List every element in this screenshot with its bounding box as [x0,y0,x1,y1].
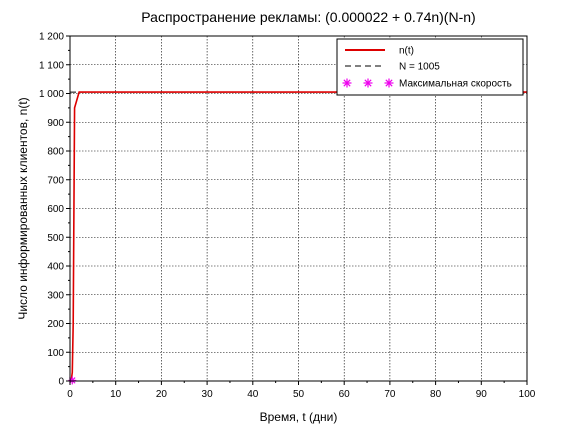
y-tick-label: 300 [47,290,64,301]
x-tick-label: 70 [384,389,396,400]
y-tick-label: 1 000 [39,89,64,100]
y-tick-label: 700 [47,175,64,186]
x-tick-label: 0 [67,389,73,400]
y-tick-label: 500 [47,233,64,244]
series-line-n-t [69,91,527,382]
legend-label-n-t: n(t) [399,46,414,57]
legend-marker-star [363,78,373,88]
x-tick-label: 20 [156,389,168,400]
y-tick-label: 1 200 [39,32,64,43]
y-tick-label: 900 [47,118,64,129]
x-axis-label: Время, t (дни) [260,410,338,424]
x-tick-label: 100 [519,389,536,400]
y-tick-label: 1 100 [39,60,64,71]
x-tick-label: 30 [202,389,214,400]
y-tick-label: 800 [47,147,64,158]
y-tick-label: 400 [47,262,64,273]
marker-stroke [364,79,372,87]
marker-stroke [385,79,393,87]
legend: n(t) N = 1005 Максимальная скорость [336,38,524,96]
x-tick-label: 40 [247,389,259,400]
max-rate-point [68,376,77,385]
y-tick-label: 100 [47,348,64,359]
x-tick-label: 10 [110,389,122,400]
x-tick-label: 80 [430,389,442,400]
chart-title: Распространение рекламы: (0.000022 + 0.7… [141,9,475,25]
x-tick-label: 60 [339,389,351,400]
y-tick-label: 200 [47,319,64,330]
x-tick-label: 90 [476,389,488,400]
y-tick-label: 0 [58,377,64,388]
x-tick-label: 50 [293,389,305,400]
y-tick-label: 600 [47,204,64,215]
legend-marker-star [384,78,394,88]
legend-label-asymptote: N = 1005 [399,62,440,73]
legend-marker-star [342,78,352,88]
legend-label-max-rate: Максимальная скорость [399,79,512,90]
ticks: 0 10 20 30 40 50 60 70 80 90 100 0 100 200 300 400 500 60… [39,32,536,401]
marker-stroke [343,79,351,87]
grid [70,36,527,381]
y-axis-label: Число информированных клиентов, n(t) [16,97,30,319]
